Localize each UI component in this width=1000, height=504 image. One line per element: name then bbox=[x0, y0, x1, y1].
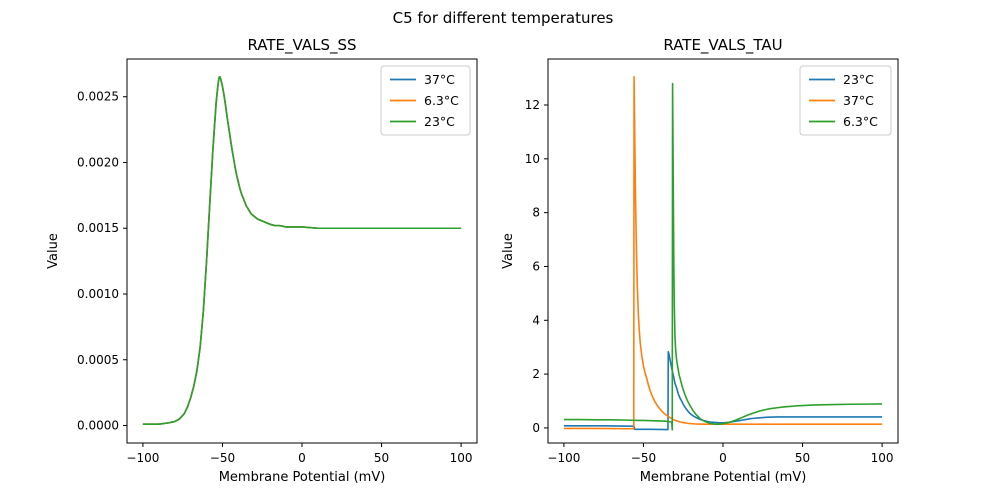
axes-frame bbox=[547, 58, 899, 444]
legend-frame bbox=[380, 65, 471, 136]
x-tick-label: 100 bbox=[450, 451, 473, 465]
chart-tau-plot-area: −100 −50 0 50 100 0 2 4 6 8 10 12 23°C 37°C 6.3°C bbox=[525, 58, 899, 465]
y-tick-label: 0.0010 bbox=[77, 287, 119, 301]
legend-label: 23°C bbox=[424, 114, 455, 129]
axes-frame bbox=[126, 58, 478, 444]
y-tick-label: 0.0005 bbox=[77, 353, 119, 367]
y-tick-label: 0.0000 bbox=[77, 419, 119, 433]
series-group bbox=[563, 75, 883, 431]
legend-label: 37°C bbox=[843, 93, 874, 108]
x-tick-label: 0 bbox=[298, 451, 306, 465]
legend-label: 23°C bbox=[843, 72, 874, 87]
y-tick-label: 12 bbox=[525, 98, 540, 112]
x-tick-label: 50 bbox=[374, 451, 389, 465]
chart-tau-xlabel: Membrane Potential (mV) bbox=[640, 470, 807, 485]
x-tick-label: 0 bbox=[719, 451, 727, 465]
y-tick-label: 0 bbox=[532, 421, 540, 435]
legend-label: 6.3°C bbox=[843, 114, 878, 129]
chart-ss-xlabel: Membrane Potential (mV) bbox=[219, 470, 386, 485]
legend-frame bbox=[799, 65, 892, 136]
x-tick-label: −100 bbox=[126, 451, 159, 465]
x-tick-label: 50 bbox=[795, 451, 810, 465]
chart-rate-vals-ss: RATE_VALS_SS Membrane Potential (mV) Val… bbox=[46, 36, 478, 485]
series-group bbox=[142, 76, 462, 425]
y-tick-label: 4 bbox=[532, 313, 540, 327]
y-tick-label: 6 bbox=[532, 259, 540, 273]
chart-ss-title: RATE_VALS_SS bbox=[247, 36, 356, 55]
y-tick-label: 2 bbox=[532, 367, 540, 381]
legend-label: 6.3°C bbox=[424, 93, 459, 108]
x-tick-label: −100 bbox=[547, 451, 580, 465]
legend: 23°C 37°C 6.3°C bbox=[799, 65, 892, 136]
x-tick-label: −50 bbox=[631, 451, 656, 465]
series-line-6.3c bbox=[563, 82, 883, 431]
y-tick-label: 0.0020 bbox=[77, 155, 119, 169]
figure-suptitle: C5 for different temperatures bbox=[393, 9, 614, 27]
series-line-23c bbox=[563, 350, 883, 431]
chart-ss-plot-area: −100 −50 0 50 100 0.0000 0.0005 0.0010 0.0015 0.0… bbox=[77, 58, 478, 465]
x-tick-label: −50 bbox=[210, 451, 235, 465]
y-tick-label: 0.0015 bbox=[77, 221, 119, 235]
x-tick-label: 100 bbox=[871, 451, 894, 465]
legend: 37°C 6.3°C 23°C bbox=[380, 65, 471, 136]
legend-label: 37°C bbox=[424, 72, 455, 87]
chart-rate-vals-tau: RATE_VALS_TAU Membrane Potential (mV) Va… bbox=[501, 36, 899, 485]
series-line-37c bbox=[563, 75, 883, 430]
chart-ss-ylabel: Value bbox=[46, 233, 61, 269]
y-tick-label: 8 bbox=[532, 206, 540, 220]
chart-tau-title: RATE_VALS_TAU bbox=[663, 36, 782, 55]
chart-tau-ylabel: Value bbox=[501, 233, 516, 269]
series-line-23c bbox=[142, 76, 462, 425]
y-tick-label: 10 bbox=[525, 152, 540, 166]
y-tick-label: 0.0025 bbox=[77, 90, 119, 104]
